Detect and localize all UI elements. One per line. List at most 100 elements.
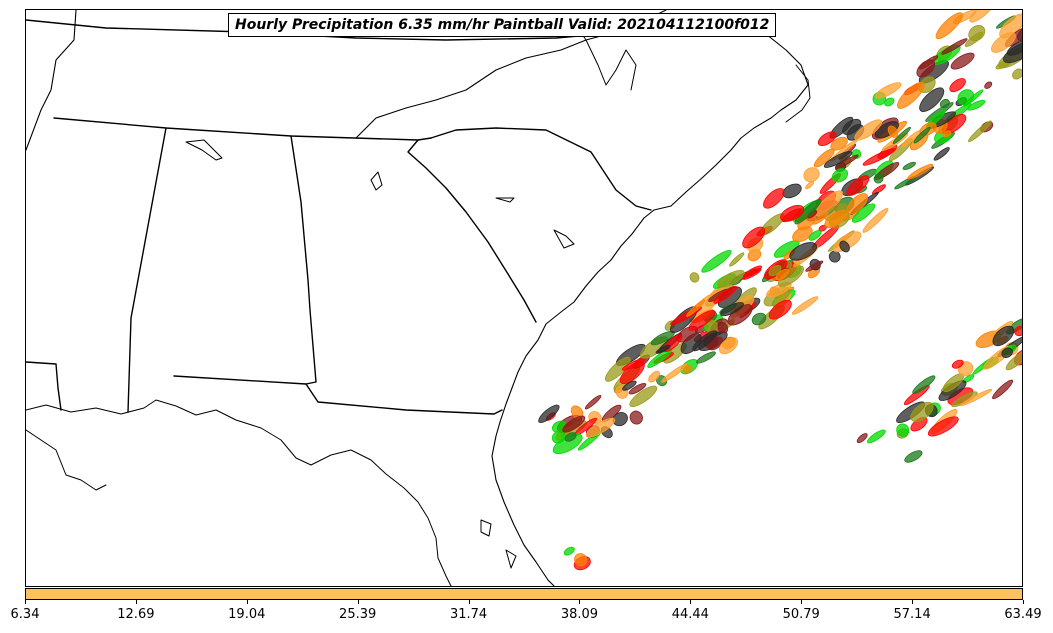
precip-paintball-blob [574, 553, 588, 567]
lake-marker-3 [495, 197, 515, 203]
coastline-atlantic [491, 17, 809, 586]
precip-paintball-blob [686, 299, 706, 317]
precip-paintball-blob [896, 81, 925, 109]
precip-paintball-blob [873, 173, 884, 184]
precip-paintball-blob [552, 433, 583, 455]
precip-paintball-blob [828, 250, 841, 263]
precip-paintball-blob [856, 433, 868, 444]
precip-paintball-blob [789, 242, 818, 261]
precip-paintball-blob [562, 415, 586, 433]
precip-paintball-blob [584, 395, 602, 410]
precip-paintball-blob [622, 380, 637, 391]
colorbar-tick-label: 25.39 [339, 607, 377, 622]
precip-paintball-blob [854, 119, 883, 141]
precip-paintball-blob [564, 432, 577, 442]
coastline-delta [26, 429, 107, 491]
precip-paintball-blob [742, 226, 766, 249]
precip-paintball-blob [902, 161, 916, 170]
precip-paintball-blob [688, 310, 716, 331]
precip-paintball-blob [1012, 68, 1022, 80]
colorbar-ticks: 6.34 12.69 19.04 25.39 31.74 38.09 44.44 50.79 5… [0, 600, 1053, 630]
tick-mark [912, 600, 914, 604]
precip-paintball-blob [935, 12, 963, 40]
state-line-nc-sc [430, 127, 652, 211]
precip-paintball-blob [817, 131, 837, 146]
precip-paintball-blob [831, 168, 849, 183]
precip-paintball-blob [717, 269, 745, 288]
precip-paintball-blob [780, 205, 805, 222]
precip-paintball-blob [805, 260, 824, 272]
precip-paintball-blob [951, 359, 964, 369]
precip-paintball-blob [813, 212, 829, 225]
precip-paintball-blob [717, 321, 729, 334]
precip-paintball-blob [862, 148, 896, 166]
precip-paintball-blob [713, 285, 738, 304]
precip-paintball-blob [839, 240, 850, 253]
tick-mark [1023, 600, 1024, 604]
precip-paintball-blob [942, 130, 952, 138]
precip-paintball-blob [628, 382, 647, 395]
precip-paintball-blob [874, 82, 902, 99]
precip-paintball-blob [919, 55, 939, 70]
colorbar-tick-label: 44.44 [671, 607, 709, 622]
precip-paintball-blob [949, 78, 966, 93]
precip-paintball-blob [791, 296, 819, 315]
precip-paintball-blob [1005, 350, 1022, 371]
precip-paintball-blob [892, 126, 911, 145]
precip-paintball-blob [648, 370, 660, 383]
precip-paintball-blob [964, 31, 984, 47]
precip-paintball-blob [872, 184, 886, 195]
colorbar [25, 588, 1023, 600]
state-line-ms-al [127, 127, 167, 413]
precip-paintball-blob [941, 38, 968, 55]
map-title: Hourly Precipitation 6.35 mm/hr Paintbal… [228, 13, 777, 37]
map-canvas [26, 10, 1022, 586]
lake-marker-2 [370, 171, 383, 191]
precip-paintball-blob [768, 299, 792, 320]
precip-paintball-blob [655, 344, 671, 354]
precip-paintball-blob [913, 126, 931, 144]
precip-paintball-blob [830, 136, 848, 151]
precip-paintball-blob [775, 268, 790, 281]
tick-mark [357, 600, 359, 604]
precip-paintball-blob [851, 203, 876, 223]
precip-paintball-blob [823, 150, 853, 168]
precip-paintball-blob [629, 410, 643, 425]
precip-paintball-blob [846, 175, 870, 196]
precip-paintball-blob [910, 401, 934, 422]
tick-mark [690, 600, 692, 604]
colorbar-tick-label: 38.09 [560, 607, 599, 622]
precip-paintball-blob [874, 121, 899, 139]
precip-paintball-blob [967, 99, 986, 111]
precip-paintball-blob [842, 118, 862, 135]
precip-paintball-blob [751, 312, 767, 326]
precip-paintball-blob [718, 337, 739, 355]
precip-paintball-blob [896, 423, 910, 437]
precip-paintball-blob [585, 417, 616, 438]
precip-paintball-blob [605, 356, 631, 382]
precip-paintball-blob [629, 385, 658, 407]
precip-paintball-blob [563, 546, 575, 556]
precip-paintball-blob [538, 404, 560, 424]
colorbar-tick-label: 50.79 [782, 607, 820, 622]
tick-mark [135, 600, 137, 604]
precip-paintball-blob [792, 226, 813, 243]
precip-paintball-blob [912, 375, 936, 394]
precip-paintball-blob [992, 379, 1014, 400]
state-line-fl-north [173, 375, 503, 415]
precip-paintball-blob [907, 163, 934, 180]
colorbar-tick-label: 12.69 [117, 607, 155, 622]
precip-paintball-blob [682, 365, 693, 374]
colorbar-tick-label: 57.14 [893, 607, 931, 622]
precip-paintball-blob [763, 188, 785, 209]
state-line-ga-sc [407, 139, 537, 323]
precip-paintball-blob [551, 420, 567, 433]
precip-paintball-blob [846, 193, 868, 215]
precip-paintball-blob [927, 416, 959, 437]
precip-paintball-blob [696, 351, 716, 364]
precip-paintball-blob [884, 97, 895, 107]
precip-paintball-blob [743, 265, 763, 278]
precip-paintball-blob [933, 147, 950, 161]
precip-paintball-blob [729, 252, 745, 267]
state-line-ms-west [26, 10, 77, 151]
